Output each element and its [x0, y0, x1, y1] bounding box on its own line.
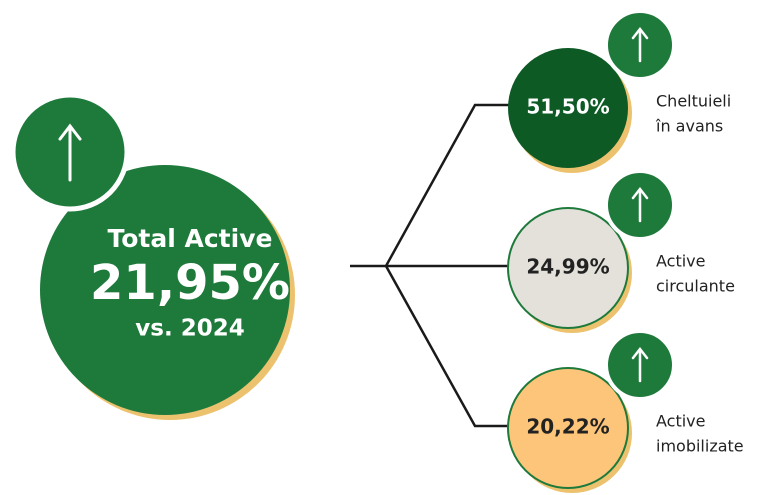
item-label: în avans	[655, 117, 723, 136]
main-subtitle: vs. 2024	[135, 316, 244, 342]
main-title: Total Active	[108, 224, 273, 253]
main-value: 21,95%	[90, 255, 290, 311]
item-value: 24,99%	[526, 255, 609, 279]
connectors	[350, 103, 512, 428]
connector	[350, 103, 512, 268]
arrow-icon	[631, 26, 649, 40]
arrow-icon	[631, 346, 649, 360]
main-circle	[40, 165, 290, 415]
item-label: Active	[656, 412, 706, 431]
item-label: Active	[656, 252, 706, 271]
item-node: 51,50% Cheltuieli în avans	[508, 9, 731, 173]
item-label: circulante	[656, 277, 735, 296]
items: 51,50% Cheltuieli în avans 24,99% Active circ…	[507, 9, 744, 493]
item-circle	[507, 367, 629, 489]
item-circle	[507, 207, 629, 329]
item-value: 20,22%	[526, 415, 609, 439]
arrow-icon	[58, 123, 82, 182]
item-value: 51,50%	[526, 95, 609, 119]
arrow-icon	[631, 186, 649, 200]
main-node: Total Active 21,95% vs. 2024	[10, 92, 295, 420]
item-label: Cheltuieli	[656, 92, 731, 111]
item-circle	[508, 48, 628, 168]
item-node: 24,99% Active circulante	[507, 169, 735, 333]
connector	[384, 265, 512, 428]
item-label: imobilizate	[656, 437, 744, 456]
item-node: 20,22% Active imobilizate	[507, 329, 744, 493]
